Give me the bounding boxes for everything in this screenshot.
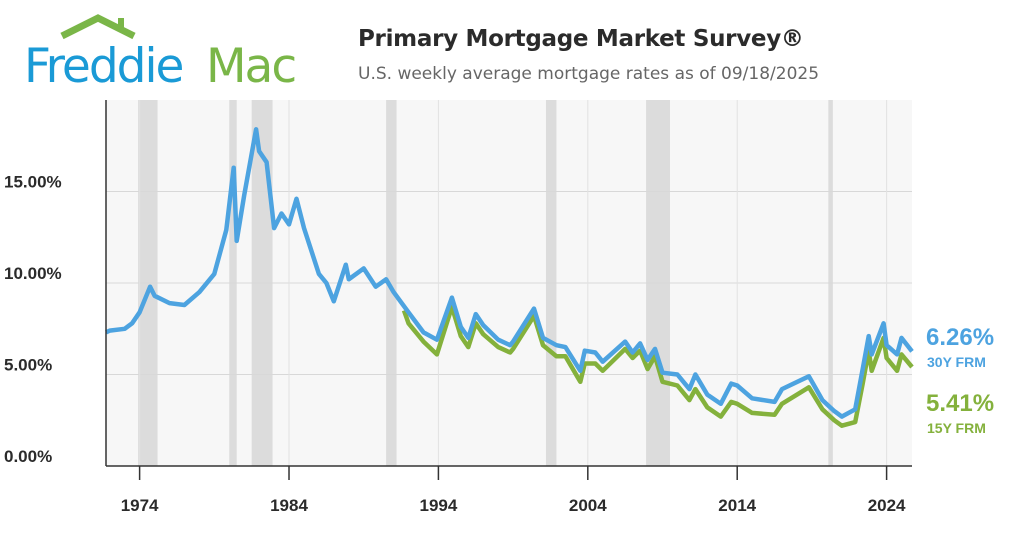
y-tick-label: 0.00% [4,447,52,466]
end-label-15y-value: 5.41% [926,390,994,417]
end-label-30y-value: 6.26% [926,324,994,351]
logo-text-freddie: Freddie [24,39,183,89]
end-label-15y-name: 15Y FRM [927,420,986,436]
y-tick-label: 15.00% [4,173,62,192]
end-label-30y-name: 30Y FRM [927,354,986,370]
y-tick-label: 5.00% [4,356,52,375]
logo-text-mac: Mac [206,39,295,89]
x-tick-label: 1994 [419,496,457,515]
x-tick-label: 1984 [270,496,308,515]
x-tick-label: 2024 [868,496,906,515]
y-tick-label: 10.00% [4,264,62,283]
chart-title: Primary Mortgage Market Survey® [358,26,804,52]
x-tick-label: 1974 [121,496,159,515]
x-tick-label: 2014 [718,496,756,515]
chart-subtitle: U.S. weekly average mortgage rates as of… [358,64,820,84]
x-tick-label: 2004 [569,496,607,515]
series-line-30y-frm [105,127,914,419]
freddie-mac-logo: Freddie Mac [20,14,330,94]
